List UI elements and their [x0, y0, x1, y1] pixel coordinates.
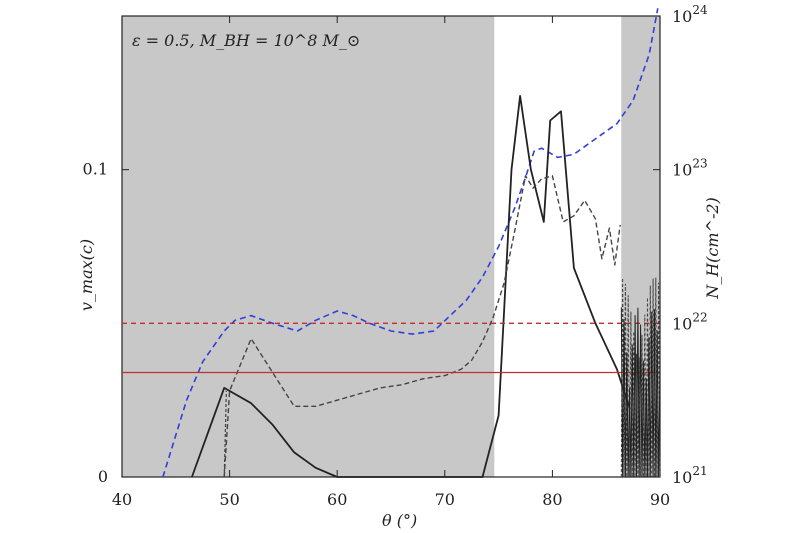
- x-tick-label-0: 40: [112, 490, 132, 509]
- y-right-tick-label-1: 1022: [672, 310, 708, 333]
- y-right-tick-exponent-3: 24: [692, 3, 708, 17]
- series-layer: [122, 8, 661, 478]
- y-right-tick-exponent-1: 22: [692, 310, 707, 324]
- x-tick-label-1: 50: [219, 490, 239, 509]
- y-right-tick-label-2: 1023: [672, 157, 708, 180]
- y-right-tick-exponent-2: 23: [692, 157, 707, 171]
- y-right-tick-exponent-0: 21: [692, 464, 707, 478]
- y-left-tick-label-1: 0.1: [83, 160, 108, 179]
- series-black-dashed-drop: [223, 390, 227, 478]
- x-axis-label: θ (°): [382, 511, 417, 530]
- series-black-dashed-2: [223, 175, 621, 478]
- y-axis-label-right: N_H(cm^-2): [703, 197, 722, 300]
- y-right-tick-label-0: 1021: [672, 464, 708, 487]
- shaded-region-0: [122, 16, 495, 477]
- series-noise-solid: [620, 307, 661, 478]
- shaded-regions: [122, 16, 660, 477]
- x-tick-label-4: 80: [542, 490, 562, 509]
- series-black-solid-1: [191, 95, 631, 478]
- y-right-tick-label-3: 1024: [672, 3, 708, 26]
- y-axis-label-left: v_max(c): [77, 239, 96, 311]
- y-left-tick-label-0: 0: [98, 467, 108, 486]
- chart-annotation: ε = 0.5, M_BH = 10^8 M_⊙: [132, 31, 360, 50]
- x-tick-label-3: 70: [435, 490, 455, 509]
- series-noise-dashed: [620, 277, 661, 478]
- series-blue-dashed-0: [162, 8, 659, 478]
- x-tick-label-5: 90: [650, 490, 670, 509]
- x-tick-label-2: 60: [327, 490, 347, 509]
